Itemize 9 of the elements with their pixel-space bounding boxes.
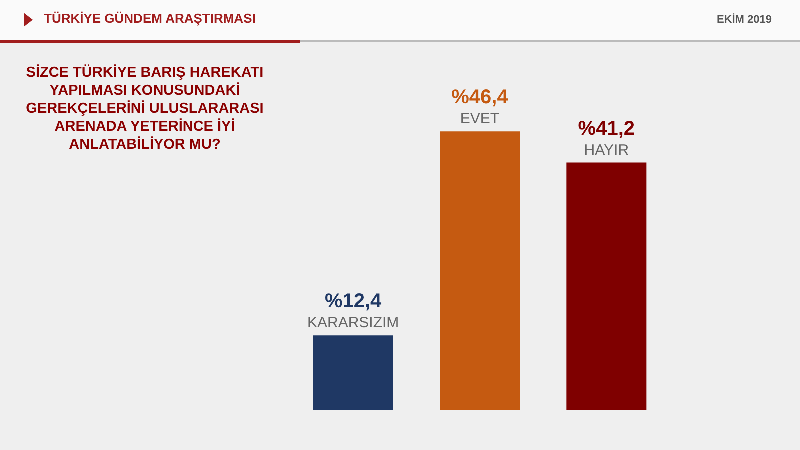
x-tick-label: HAYIR: [584, 142, 630, 159]
text: SİZCE TÜRKİYE BARIŞ HAREKATI YAPILMASI KONUSUNDAKİ GEREKÇELERİNİ ULUSLARARASI ARENADA YETERİNCE İYİ ANLATABİLİYOR MU?: [25, 64, 265, 154]
data-label: %41,2: [578, 118, 636, 140]
data-label: %12,4: [324, 290, 383, 313]
text: TÜRKİYE GÜNDEM ARAŞTIRMASI: [44, 11, 256, 26]
x-tick-label: EVET: [460, 110, 500, 128]
data-label: %46,4: [452, 86, 510, 109]
x-tick-label: KARARSIZIM: [307, 314, 400, 332]
text: EKİM 2019: [716, 14, 772, 26]
